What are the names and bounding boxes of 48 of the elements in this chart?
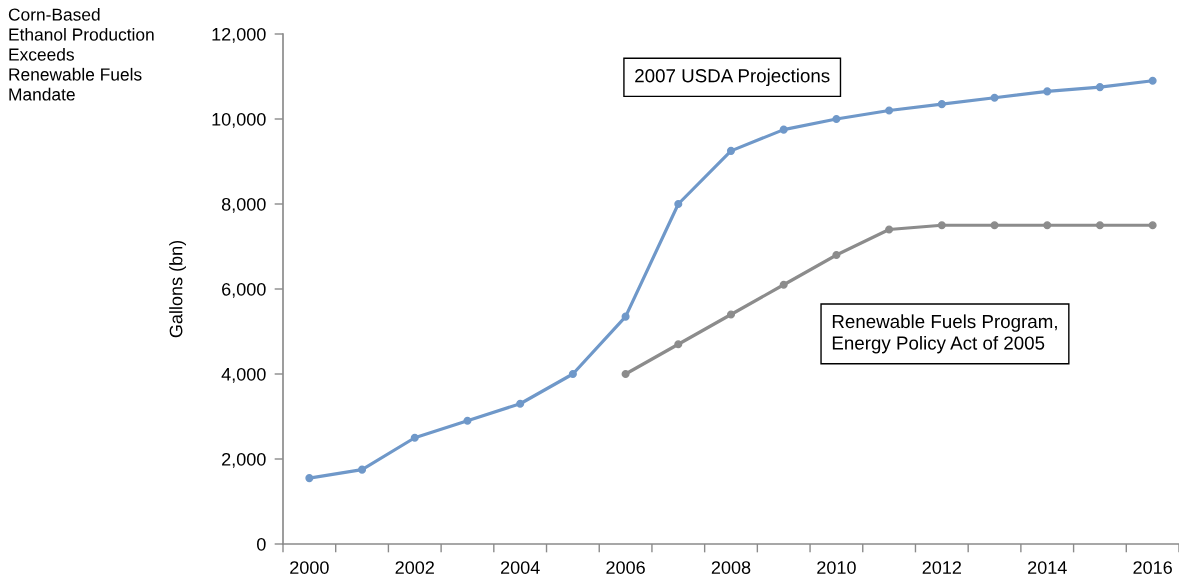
point bbox=[832, 114, 841, 124]
x-tick-label: 2010 bbox=[817, 561, 856, 574]
y-tick-label: 10,000 bbox=[212, 112, 266, 128]
point bbox=[1095, 83, 1104, 92]
point bbox=[832, 250, 841, 260]
x-tick-label: 2002 bbox=[395, 561, 434, 574]
point bbox=[937, 221, 946, 230]
x-tick-label: 2008 bbox=[711, 561, 751, 574]
point bbox=[779, 280, 788, 289]
text: Corn-Based Ethanol Production Exceeds Renewable Fuels Mandate bbox=[8, 8, 154, 101]
point bbox=[779, 125, 788, 134]
x-tick-label: 2004 bbox=[501, 561, 540, 574]
point bbox=[885, 106, 894, 115]
point bbox=[410, 433, 419, 442]
point bbox=[1148, 76, 1157, 85]
x-tick-label: 2014 bbox=[1028, 561, 1067, 574]
y-axis-title: Gallons (bn) bbox=[169, 240, 186, 338]
point bbox=[990, 221, 999, 230]
series-label: 2007 USDA Projections bbox=[635, 68, 830, 87]
point bbox=[937, 100, 946, 109]
point bbox=[1095, 221, 1104, 230]
y-tick-label: 6,000 bbox=[222, 282, 266, 298]
point bbox=[358, 465, 367, 474]
point bbox=[463, 416, 472, 425]
text: Renewable Fuels Program, Energy Policy Act of 2005 bbox=[832, 314, 1057, 354]
point bbox=[568, 369, 577, 379]
y-tick-label: 12,000 bbox=[212, 27, 266, 43]
y-tick-label: 2,000 bbox=[222, 452, 266, 468]
point bbox=[1043, 221, 1052, 230]
point bbox=[885, 225, 894, 234]
point bbox=[674, 340, 683, 349]
point bbox=[990, 93, 999, 102]
x-tick-label: 2006 bbox=[606, 561, 645, 574]
x-tick-label: 2000 bbox=[290, 561, 329, 574]
point bbox=[516, 399, 525, 408]
x-tick-label: 2012 bbox=[922, 561, 961, 574]
point bbox=[621, 312, 630, 321]
point bbox=[1148, 221, 1157, 230]
y-tick-label: 4,000 bbox=[221, 367, 266, 383]
point bbox=[726, 310, 736, 319]
point bbox=[1043, 87, 1052, 96]
x-tick-label: 2016 bbox=[1133, 561, 1172, 574]
point bbox=[305, 474, 314, 483]
point bbox=[726, 146, 736, 155]
point bbox=[621, 369, 630, 379]
point bbox=[674, 199, 683, 209]
y-tick-label: 8,000 bbox=[221, 197, 266, 213]
y-tick-label: 0 bbox=[257, 537, 266, 551]
